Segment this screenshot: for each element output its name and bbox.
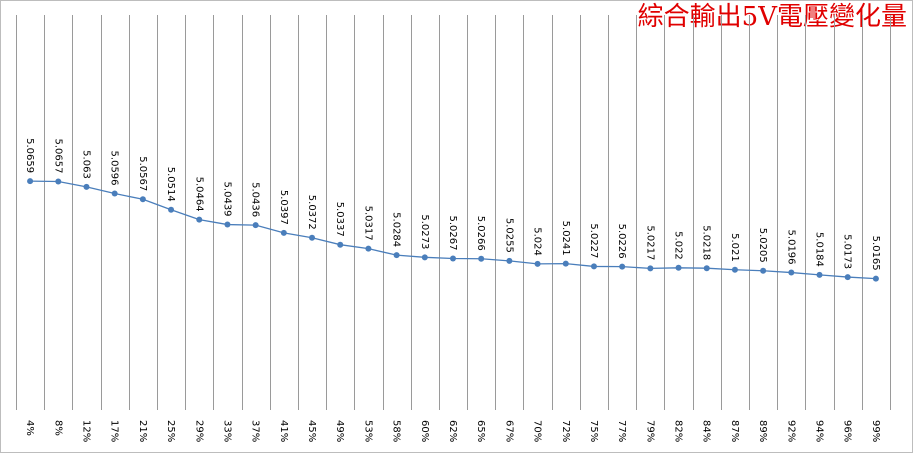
data-point [816,271,823,278]
x-tick-label: 60% [419,420,430,442]
x-tick-label: 21% [137,420,148,442]
data-point [675,264,682,271]
data-label: 5.0196 [785,230,796,265]
data-label: 5.0337 [334,202,345,237]
x-tick-label: 89% [757,420,768,442]
data-label: 5.0372 [306,195,317,230]
data-point [619,263,626,270]
data-point [450,255,456,262]
data-point [872,275,879,282]
data-label: 5.0659 [24,138,35,173]
data-point [280,229,287,236]
data-point [590,263,597,270]
data-label: 5.0397 [278,190,289,225]
data-label: 5.0267 [447,216,458,251]
x-tick-label: 96% [842,420,853,442]
x-tick-label: 75% [588,420,599,442]
x-tick-label: 87% [729,420,740,442]
data-point [844,274,851,281]
data-point [421,254,428,261]
x-tick-label: 8% [52,420,63,436]
x-tick-label: 92% [785,420,796,442]
data-label: 5.0205 [757,228,768,263]
data-label: 5.0217 [644,225,655,260]
x-tick-label: 33% [221,420,232,442]
data-label: 5.0657 [52,138,63,173]
data-point [224,221,231,228]
x-tick-label: 17% [109,420,120,442]
data-label: 5.0439 [221,182,232,217]
data-point [365,245,372,252]
x-tick-label: 94% [814,420,825,442]
x-tick-label: 99% [870,420,881,442]
data-label: 5.0464 [193,177,204,212]
x-tick-label: 77% [616,420,627,442]
x-tick-label: 53% [362,420,373,442]
data-label: 5.0273 [419,214,430,249]
data-point [788,269,795,276]
x-tick-label: 65% [475,420,486,442]
data-label: 5.0184 [814,232,825,267]
data-point [309,234,316,241]
x-tick-label: 84% [701,420,712,442]
data-label: 5.0596 [109,151,120,186]
data-point [760,267,767,274]
data-point [139,196,146,203]
x-tick-label: 58% [391,420,402,442]
data-label: 5.0317 [362,206,373,241]
data-point [731,266,738,273]
x-tick-label: 4% [24,420,35,436]
x-tick-label: 49% [334,420,345,442]
data-label: 5.0284 [391,212,402,247]
data-label: 5.0227 [588,223,599,258]
x-tick-label: 12% [80,420,91,442]
chart-title: 綜合輸出5V電壓變化量 [638,2,907,32]
data-point [703,265,710,272]
data-point [27,178,34,185]
data-point [196,216,203,223]
data-point [111,190,118,197]
data-label: 5.0436 [250,182,261,217]
x-tick-label: 29% [193,420,204,442]
data-label: 5.0173 [842,234,853,269]
data-point [393,252,400,259]
data-point [506,257,513,264]
x-tick-label: 62% [447,420,458,442]
data-point [252,222,259,229]
data-point [55,178,62,185]
data-label: 5.0218 [701,225,712,260]
data-label: 5.021 [729,233,740,262]
data-label: 5.0165 [870,236,881,271]
x-tick-label: 45% [306,420,317,442]
data-point [562,260,569,267]
data-label: 5.0567 [137,156,148,191]
data-label: 5.022 [673,231,684,260]
data-label: 5.0514 [165,167,176,202]
data-label: 5.0241 [560,221,571,256]
x-tick-label: 25% [165,420,176,442]
x-tick-label: 70% [532,420,543,442]
data-label: 5.0266 [475,216,486,251]
data-label: 5.063 [80,150,91,179]
data-point [647,265,654,272]
x-tick-label: 41% [278,420,289,442]
data-point [478,255,485,262]
data-point [83,183,90,190]
data-point [534,260,541,267]
data-point [337,241,344,248]
data-label: 5.0255 [503,218,514,253]
x-tick-label: 37% [250,420,261,442]
data-point [168,206,175,213]
x-tick-label: 79% [644,420,655,442]
x-tick-label: 72% [560,420,571,442]
x-tick-label: 67% [503,420,514,442]
x-tick-label: 82% [673,420,684,442]
data-label: 5.0226 [616,224,627,259]
data-label: 5.024 [532,227,543,256]
